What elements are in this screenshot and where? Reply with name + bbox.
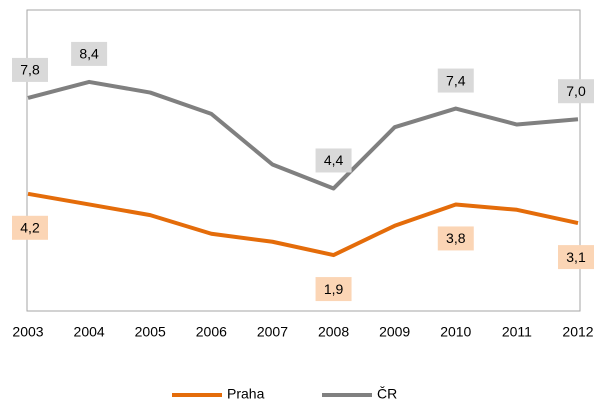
data-label-bg — [71, 41, 108, 66]
data-label: 4,2 — [20, 219, 40, 235]
data-label-bg — [12, 57, 48, 82]
data-label: 3,8 — [446, 230, 466, 246]
data-label-bg — [437, 226, 474, 251]
x-tick-label: 2006 — [196, 324, 227, 340]
x-tick-label: 2011 — [502, 324, 532, 340]
x-tick-label: 2009 — [379, 324, 410, 340]
legend-label: ČR — [377, 386, 397, 402]
data-label-bg — [315, 148, 352, 173]
x-tick-label: 2003 — [12, 324, 43, 340]
data-label: 7,8 — [20, 62, 40, 78]
x-tick-label: 2010 — [440, 324, 471, 340]
series-line — [27, 191, 579, 258]
legend-label: Praha — [227, 386, 265, 402]
x-tick-label: 2008 — [318, 324, 349, 340]
data-label-bg — [437, 68, 474, 93]
data-label-bg — [558, 79, 594, 104]
data-label: 7,0 — [566, 83, 586, 99]
data-label-bg — [315, 277, 352, 302]
data-label: 7,4 — [446, 72, 466, 88]
x-tick-label: 2012 — [562, 324, 593, 340]
series-line — [27, 79, 579, 191]
data-label: 4,4 — [324, 152, 344, 168]
x-tick-label: 2004 — [74, 324, 105, 340]
data-label-bg — [558, 245, 594, 270]
plot-frame — [26, 9, 581, 312]
data-label-bg — [12, 215, 48, 240]
data-label: 1,9 — [324, 281, 344, 297]
x-tick-label: 2005 — [135, 324, 166, 340]
x-tick-label: 2007 — [257, 324, 288, 340]
data-label: 3,1 — [566, 249, 586, 265]
data-label: 8,4 — [79, 46, 99, 62]
